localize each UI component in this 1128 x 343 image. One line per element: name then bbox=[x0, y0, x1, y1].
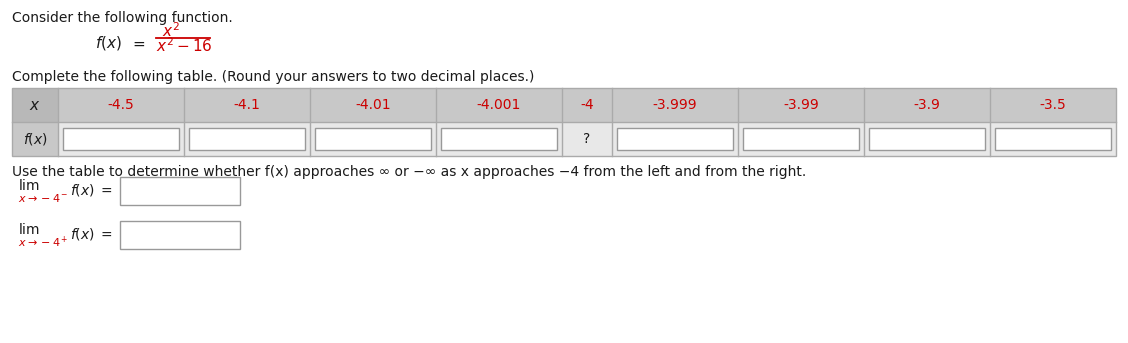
Text: -3.99: -3.99 bbox=[783, 98, 819, 112]
Text: -4.01: -4.01 bbox=[355, 98, 390, 112]
Text: Consider the following function.: Consider the following function. bbox=[12, 11, 232, 25]
Bar bbox=[12, 88, 1116, 156]
Text: -3.5: -3.5 bbox=[1040, 98, 1066, 112]
Text: $f(x)$: $f(x)$ bbox=[23, 131, 47, 147]
Text: $x \to -4^-$: $x \to -4^-$ bbox=[18, 192, 69, 204]
Text: Use the table to determine whether f(x) approaches ∞ or −∞ as x approaches −4 fr: Use the table to determine whether f(x) … bbox=[12, 165, 807, 179]
Bar bbox=[12, 88, 1116, 122]
Bar bbox=[12, 122, 58, 156]
Text: $x^2-16$: $x^2-16$ bbox=[156, 37, 212, 55]
Bar bbox=[190, 128, 305, 150]
Bar bbox=[63, 128, 179, 150]
Bar bbox=[441, 128, 557, 150]
Text: $x^2$: $x^2$ bbox=[162, 22, 179, 40]
Bar bbox=[869, 128, 985, 150]
Text: $f(x) \;=$: $f(x) \;=$ bbox=[70, 226, 113, 242]
Text: $x$: $x$ bbox=[29, 97, 41, 113]
Text: -4.001: -4.001 bbox=[477, 98, 521, 112]
Bar bbox=[743, 128, 860, 150]
Text: -4: -4 bbox=[580, 98, 593, 112]
Bar bbox=[120, 221, 240, 249]
Bar bbox=[12, 122, 1116, 156]
Bar bbox=[315, 128, 431, 150]
Text: -3.9: -3.9 bbox=[914, 98, 941, 112]
Bar bbox=[120, 177, 240, 205]
Text: $f(x) \;=$: $f(x) \;=$ bbox=[70, 182, 113, 198]
Text: Complete the following table. (Round your answers to two decimal places.): Complete the following table. (Round you… bbox=[12, 70, 535, 84]
Text: -3.999: -3.999 bbox=[653, 98, 697, 112]
Text: $\lim$: $\lim$ bbox=[18, 177, 39, 192]
Bar bbox=[995, 128, 1111, 150]
Text: -4.5: -4.5 bbox=[107, 98, 134, 112]
Text: $\lim$: $\lim$ bbox=[18, 222, 39, 237]
Text: $=$: $=$ bbox=[130, 35, 147, 50]
Text: $f(x)$: $f(x)$ bbox=[95, 34, 122, 52]
Text: -4.1: -4.1 bbox=[233, 98, 261, 112]
Text: ?: ? bbox=[583, 132, 591, 146]
Bar bbox=[617, 128, 733, 150]
Text: $x \to -4^+$: $x \to -4^+$ bbox=[18, 234, 69, 250]
Bar bbox=[12, 88, 58, 122]
